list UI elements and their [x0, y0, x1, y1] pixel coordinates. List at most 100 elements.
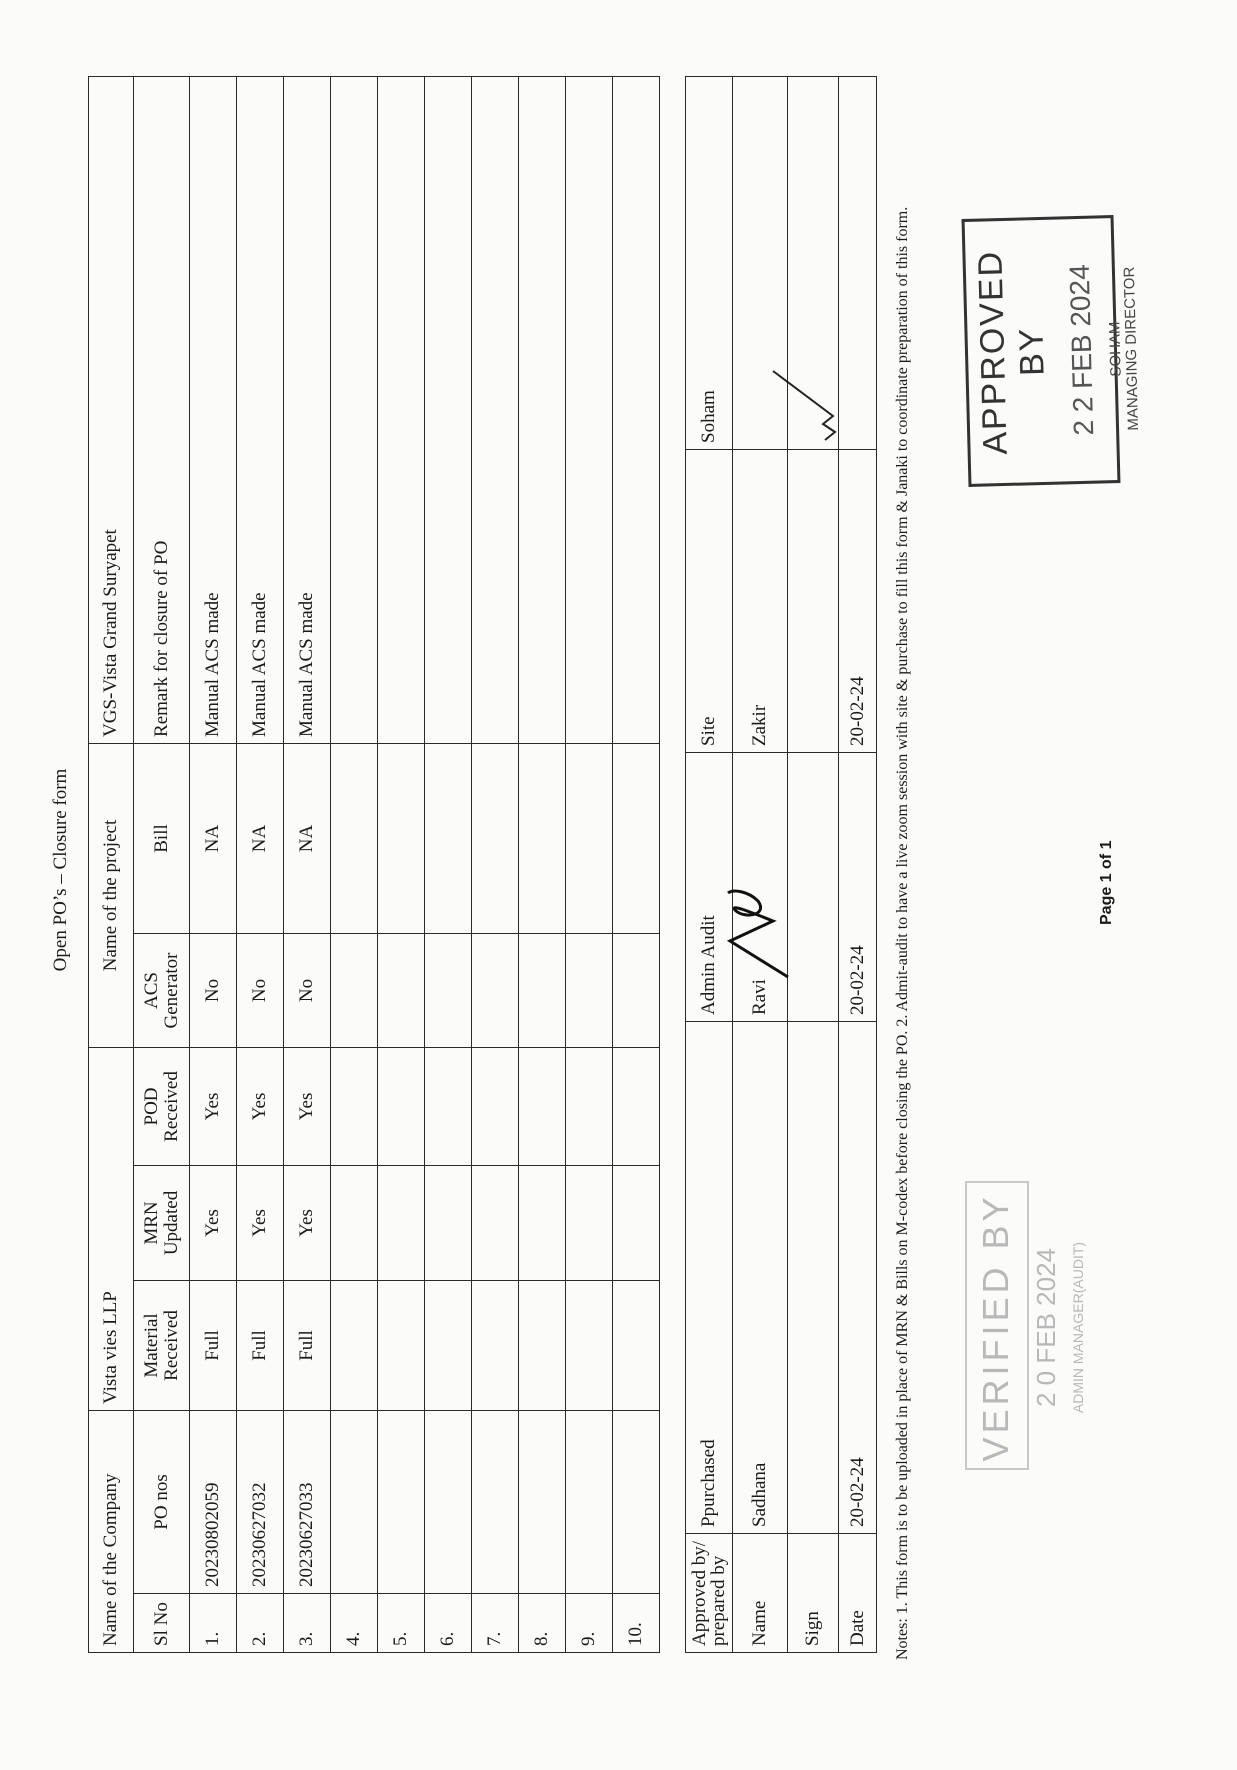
date-soham	[838, 76, 877, 450]
material-received-cell	[330, 1280, 378, 1411]
remark-cell	[565, 76, 613, 744]
column-header-row: Sl No PO nos Material Received MRN Updat…	[133, 76, 190, 1653]
pod-received-cell	[330, 1047, 378, 1166]
pod-received-cell: Yes	[189, 1047, 237, 1166]
material-received-cell	[471, 1280, 519, 1411]
material-received-cell	[518, 1280, 566, 1411]
acs-generator-cell: No	[189, 933, 237, 1048]
bill-cell	[518, 743, 566, 934]
acs-generator-cell: No	[236, 933, 284, 1048]
col-bill: Bill	[133, 743, 190, 934]
bill-cell: NA	[283, 743, 331, 934]
table-row: 2. 20230627032 Full Yes Yes No NA Manual ACS ma…	[236, 76, 284, 1653]
verified-stamp-date: 2 0 FEB 2024	[1031, 1248, 1061, 1407]
remark-cell	[330, 76, 378, 744]
name-site: Zakir	[732, 449, 788, 753]
material-received-cell: Full	[283, 1280, 331, 1411]
pod-received-cell	[471, 1047, 519, 1166]
sl-cell: 7.	[471, 1593, 519, 1653]
material-received-cell	[424, 1280, 472, 1411]
verified-stamp-frame	[965, 1181, 1029, 1470]
header-purchased: Ppurchased	[685, 1021, 733, 1534]
mrn-updated-cell	[518, 1165, 566, 1281]
material-received-cell	[377, 1280, 425, 1411]
sign-purchased	[787, 1021, 839, 1534]
col-remark: Remark for closure of PO	[133, 76, 190, 744]
pod-received-cell: Yes	[236, 1047, 284, 1166]
table-row: 5.	[377, 76, 425, 1653]
material-received-cell: Full	[236, 1280, 284, 1411]
table-row: 7.	[471, 76, 519, 1653]
po-number-cell: 20230627033	[283, 1410, 331, 1594]
acs-generator-cell	[518, 933, 566, 1048]
pod-received-cell	[377, 1047, 425, 1166]
col-pod-received: POD Received	[133, 1047, 190, 1166]
po-number-cell	[377, 1410, 425, 1594]
table-row: 1. 20230802059 Full Yes Yes No NA Manual ACS ma…	[189, 76, 237, 1653]
po-number-cell	[518, 1410, 566, 1594]
po-number-cell	[565, 1410, 613, 1594]
remark-cell: Manual ACS made	[236, 76, 284, 744]
name-row: Name Sadhana Ravi Zakir	[732, 76, 788, 1653]
approved-by-stamp: APPROVED BY 2 2 FEB 2024 SOHAM MANAGING …	[961, 215, 1142, 487]
acs-generator-cell	[612, 933, 660, 1048]
col-mrn-updated: MRN Updated	[133, 1165, 190, 1281]
sl-cell: 3.	[283, 1593, 331, 1653]
pod-received-cell	[565, 1047, 613, 1166]
header-soham: Soham	[685, 76, 733, 450]
acs-generator-cell	[330, 933, 378, 1048]
col-material-received: Material Received	[133, 1280, 190, 1411]
company-project-row: Name of the Company Vista vies LLP Name …	[88, 76, 134, 1653]
table-row: 10.	[612, 76, 660, 1653]
po-number-cell: 20230627032	[236, 1410, 284, 1594]
company-label: Name of the Company	[88, 1410, 134, 1653]
table-row: 9.	[565, 76, 613, 1653]
project-value: VGS-Vista Grand Suryapet	[88, 76, 134, 744]
remark-cell	[471, 76, 519, 744]
approved-stamp-title: APPROVED BY	[971, 249, 1052, 456]
remark-cell: Manual ACS made	[189, 76, 237, 744]
table-row: 8.	[518, 76, 566, 1653]
sl-cell: 1.	[189, 1593, 237, 1653]
po-number-cell: 20230802059	[189, 1410, 237, 1594]
soham-signature	[772, 370, 837, 441]
po-number-cell	[612, 1410, 660, 1594]
pod-received-cell	[518, 1047, 566, 1166]
sl-cell: 2.	[236, 1593, 284, 1653]
sl-cell: 6.	[424, 1593, 472, 1653]
mrn-updated-cell: Yes	[189, 1165, 237, 1281]
bill-cell	[565, 743, 613, 934]
date-site: 20-02-24	[838, 449, 877, 753]
remark-cell	[518, 76, 566, 744]
acs-generator-cell	[471, 933, 519, 1048]
remark-cell: Manual ACS made	[283, 76, 331, 744]
company-value: Vista vies LLP	[88, 1047, 134, 1411]
remark-cell	[424, 76, 472, 744]
form-title: Open PO’s – Closure form	[50, 768, 71, 972]
pod-received-cell: Yes	[283, 1047, 331, 1166]
col-sl-no: Sl No	[133, 1593, 190, 1653]
sign-admin-audit	[787, 752, 839, 1022]
material-received-cell: Full	[189, 1280, 237, 1411]
mrn-updated-cell	[377, 1165, 425, 1281]
admin-audit-signature	[726, 889, 789, 979]
name-purchased: Sadhana	[732, 1021, 788, 1534]
mrn-updated-cell	[330, 1165, 378, 1281]
sign-label: Sign	[787, 1533, 839, 1653]
acs-generator-cell: No	[283, 933, 331, 1048]
po-number-cell	[424, 1410, 472, 1594]
mrn-updated-cell	[424, 1165, 472, 1281]
date-purchased: 20-02-24	[838, 1021, 877, 1534]
date-admin-audit: 20-02-24	[838, 752, 877, 1022]
date-row: Date 20-02-24 20-02-24 20-02-24	[838, 76, 877, 1653]
notes: Notes: 1. This form is to be uploaded in…	[894, 206, 911, 1660]
mrn-updated-cell	[471, 1165, 519, 1281]
col-acs-generator: ACS Generator	[133, 933, 190, 1048]
po-number-cell	[471, 1410, 519, 1594]
pod-received-cell	[612, 1047, 660, 1166]
sign-site	[787, 449, 839, 753]
mrn-updated-cell: Yes	[283, 1165, 331, 1281]
bill-cell: NA	[236, 743, 284, 934]
remark-cell	[612, 76, 660, 744]
